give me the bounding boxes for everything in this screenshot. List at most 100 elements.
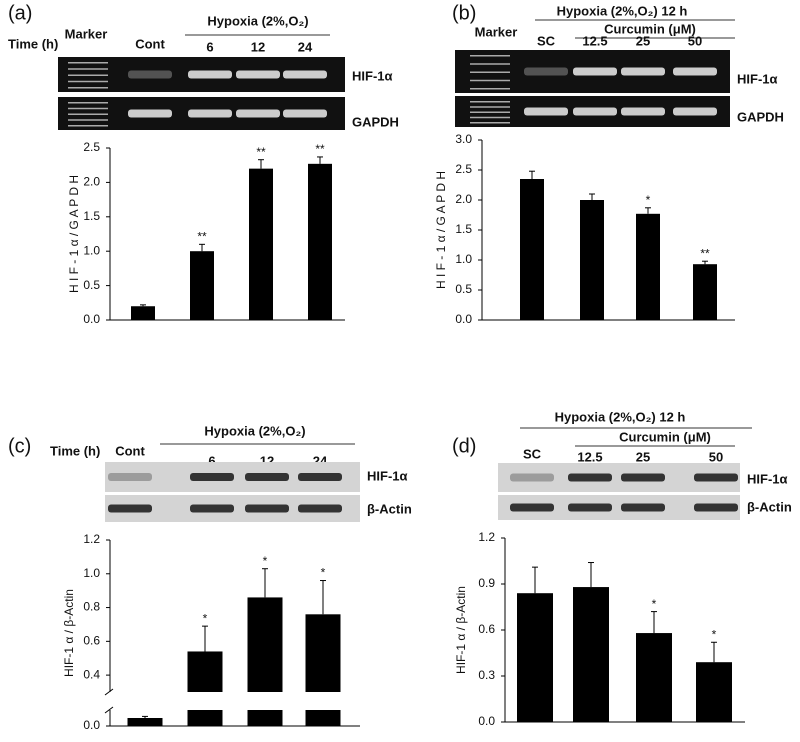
panel-label: (c) bbox=[8, 435, 31, 457]
marker-band bbox=[470, 101, 510, 103]
lane-label: Cont bbox=[135, 36, 165, 51]
bar bbox=[580, 200, 604, 320]
gel-band bbox=[694, 503, 738, 512]
marker-band bbox=[470, 116, 510, 119]
lane-label: 50 bbox=[709, 449, 723, 464]
gel-band bbox=[298, 473, 342, 481]
y-tick-label: 2.5 bbox=[83, 140, 100, 154]
header: Hypoxia (2%,O₂) bbox=[204, 423, 305, 438]
bar bbox=[696, 662, 732, 722]
band-label: HIF-1α bbox=[352, 68, 393, 83]
gel-band bbox=[673, 67, 717, 76]
gel-band bbox=[524, 67, 568, 76]
header: Hypoxia (2%,O₂) 12 h bbox=[557, 3, 688, 18]
gel-band bbox=[245, 504, 289, 513]
y-tick-label: 1.0 bbox=[83, 566, 100, 580]
band-label: β-Actin bbox=[367, 501, 412, 516]
y-tick-label: 0.6 bbox=[478, 622, 495, 636]
y-axis-label: HIF-1 α / β-Actin bbox=[62, 589, 76, 677]
marker-band bbox=[470, 88, 510, 90]
band-label: β-Actin bbox=[747, 499, 792, 514]
y-tick-label: 1.5 bbox=[455, 222, 472, 236]
band-label: HIF-1α bbox=[367, 468, 408, 483]
bar bbox=[520, 179, 544, 320]
marker-band bbox=[470, 122, 510, 124]
gel-band bbox=[621, 503, 665, 512]
significance: * bbox=[646, 193, 651, 207]
significance: ** bbox=[256, 145, 266, 159]
y-tick-label: 0.4 bbox=[83, 667, 100, 681]
marker-band bbox=[470, 106, 510, 108]
bar bbox=[127, 718, 163, 726]
gel-band bbox=[298, 504, 342, 513]
lane-label: Cont bbox=[115, 443, 145, 458]
gel-band bbox=[524, 107, 568, 116]
gel-band bbox=[283, 109, 327, 118]
y-tick-label: 0.5 bbox=[455, 282, 472, 296]
time-label: Time (h) bbox=[8, 36, 58, 51]
panel-label: (a) bbox=[8, 2, 32, 24]
y-tick-label: 0.3 bbox=[478, 668, 495, 682]
lane-label: 12 bbox=[251, 39, 265, 54]
bar bbox=[517, 593, 553, 722]
gel-band bbox=[283, 70, 327, 79]
gel-band bbox=[108, 504, 152, 513]
y-tick-label: 3.0 bbox=[455, 132, 472, 146]
gel-band bbox=[568, 473, 612, 482]
y-tick-label: 1.0 bbox=[83, 243, 100, 257]
y-axis-label: H I F - 1 α / G A P D H bbox=[434, 171, 448, 289]
gel-band bbox=[190, 504, 234, 513]
lane-label: 25 bbox=[636, 33, 650, 48]
significance: * bbox=[712, 627, 717, 641]
marker-band bbox=[470, 71, 510, 73]
bar bbox=[187, 651, 223, 726]
gel-band bbox=[621, 107, 665, 116]
gel-band bbox=[108, 473, 152, 481]
significance: * bbox=[652, 597, 657, 611]
lane-label: SC bbox=[523, 446, 542, 461]
gel-band bbox=[621, 67, 665, 76]
y-tick-label: 1.5 bbox=[83, 209, 100, 223]
y-tick-label: 1.2 bbox=[478, 530, 495, 544]
marker-band bbox=[68, 107, 108, 110]
gel-band bbox=[573, 67, 617, 76]
gel-band bbox=[245, 473, 289, 481]
marker-band bbox=[470, 63, 510, 65]
band-label: HIF-1α bbox=[737, 71, 778, 86]
y-tick-label: 0.0 bbox=[455, 312, 472, 326]
gel-band bbox=[128, 70, 172, 79]
marker-band bbox=[68, 74, 108, 76]
gel-band bbox=[694, 473, 738, 482]
y-tick-label: 2.0 bbox=[83, 175, 100, 189]
marker-band bbox=[68, 62, 108, 64]
header: Hypoxia (2%,O₂) bbox=[207, 13, 308, 28]
marker-band bbox=[68, 102, 108, 104]
y-tick-label: 0.0 bbox=[83, 718, 100, 732]
y-tick-label: 0.0 bbox=[83, 312, 100, 326]
y-axis-label: HIF-1 α / β-Actin bbox=[454, 586, 468, 674]
bar bbox=[131, 306, 155, 320]
lane-label: 12.5 bbox=[582, 33, 607, 48]
band-label: GAPDH bbox=[352, 114, 399, 129]
y-tick-label: 1.2 bbox=[83, 532, 100, 546]
gel-band bbox=[510, 473, 554, 482]
time-label: Time (h) bbox=[50, 443, 100, 458]
break-mark bbox=[104, 688, 114, 696]
y-tick-label: 0.8 bbox=[83, 600, 100, 614]
significance: * bbox=[203, 611, 208, 625]
gel-band bbox=[188, 109, 232, 118]
gel-band bbox=[573, 107, 617, 116]
lane-label: 24 bbox=[298, 39, 313, 54]
y-tick-label: 0.5 bbox=[83, 278, 100, 292]
lane-label: 25 bbox=[636, 449, 650, 464]
panel-label: (b) bbox=[452, 2, 476, 24]
gel-band bbox=[236, 70, 280, 79]
gel-band bbox=[621, 473, 665, 482]
bar bbox=[308, 163, 332, 320]
lane-label: 50 bbox=[688, 33, 702, 48]
bar bbox=[573, 587, 609, 722]
bar bbox=[249, 168, 273, 320]
marker-band bbox=[470, 55, 510, 57]
marker-band bbox=[68, 87, 108, 89]
header: Hypoxia (2%,O₂) 12 h bbox=[555, 409, 686, 424]
